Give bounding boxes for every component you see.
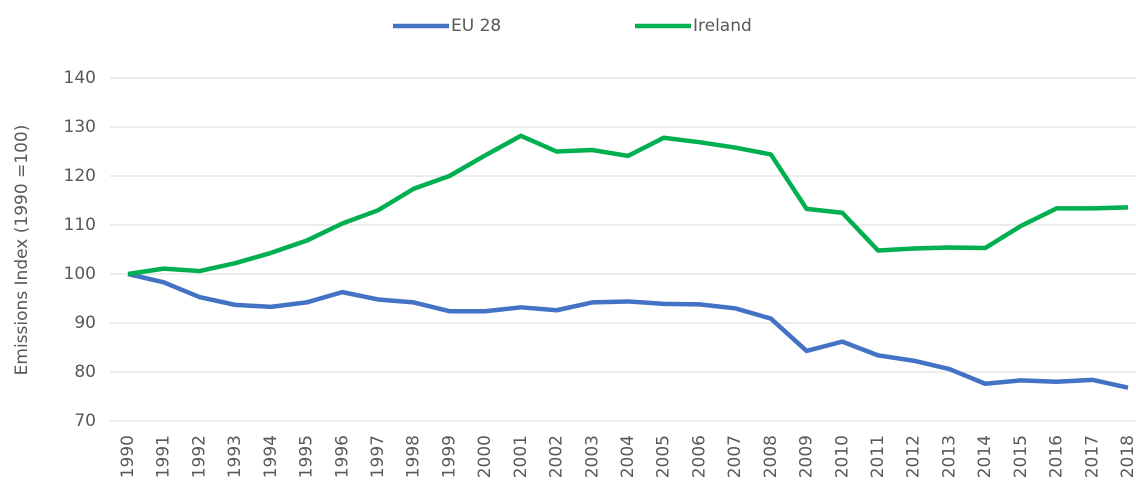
x-tick-label: 1991: [154, 435, 174, 478]
x-tick-label: 2001: [511, 435, 531, 478]
x-tick-label: 2018: [1118, 435, 1136, 478]
x-tick-label: 2005: [654, 435, 674, 478]
x-tick-label: 2011: [868, 435, 888, 478]
x-tick-label: 2014: [975, 435, 995, 478]
legend-label: EU 28: [451, 16, 501, 36]
series-line: [127, 271, 1129, 390]
series-line: [127, 133, 1129, 277]
y-tick-label: 140: [64, 68, 96, 88]
x-tick-label: 2000: [475, 435, 495, 478]
x-tick-label: 1997: [368, 435, 388, 478]
y-tick-label: 90: [74, 313, 96, 333]
x-tick-label: 2016: [1047, 435, 1067, 478]
y-tick-label: 130: [64, 117, 96, 137]
x-tick-label: 2013: [939, 435, 959, 478]
x-tick-label: 1999: [439, 435, 459, 478]
x-tick-label: 2010: [832, 435, 852, 478]
x-tick-label: 2008: [761, 435, 781, 478]
x-tick-label: 1992: [189, 435, 209, 478]
x-tick-label: 2012: [904, 435, 924, 478]
x-tick-label: 1990: [118, 435, 138, 478]
x-tick-label: 2015: [1011, 435, 1031, 478]
x-tick-label: 1993: [225, 435, 245, 478]
y-tick-label: 110: [64, 215, 96, 235]
legend-label: Ireland: [693, 16, 752, 36]
y-tick-label: 70: [74, 411, 96, 431]
y-tick-label: 100: [64, 264, 96, 284]
x-tick-label: 2004: [618, 435, 638, 478]
x-tick-label: 1995: [297, 435, 317, 478]
x-tick-label: 2006: [689, 435, 709, 478]
y-axis-label: Emissions Index (1990 =100): [12, 125, 32, 376]
x-tick-label: 1998: [404, 435, 424, 478]
x-tick-label: 2007: [725, 435, 745, 478]
x-tick-label: 2003: [582, 435, 602, 478]
x-tick-label: 2002: [547, 435, 567, 478]
y-tick-label: 120: [64, 166, 96, 186]
x-tick-label: 1994: [261, 435, 281, 478]
x-tick-label: 1996: [332, 435, 352, 478]
x-tick-label: 2017: [1082, 435, 1102, 478]
x-tick-label: 2009: [797, 435, 817, 478]
y-tick-label: 80: [74, 362, 96, 382]
